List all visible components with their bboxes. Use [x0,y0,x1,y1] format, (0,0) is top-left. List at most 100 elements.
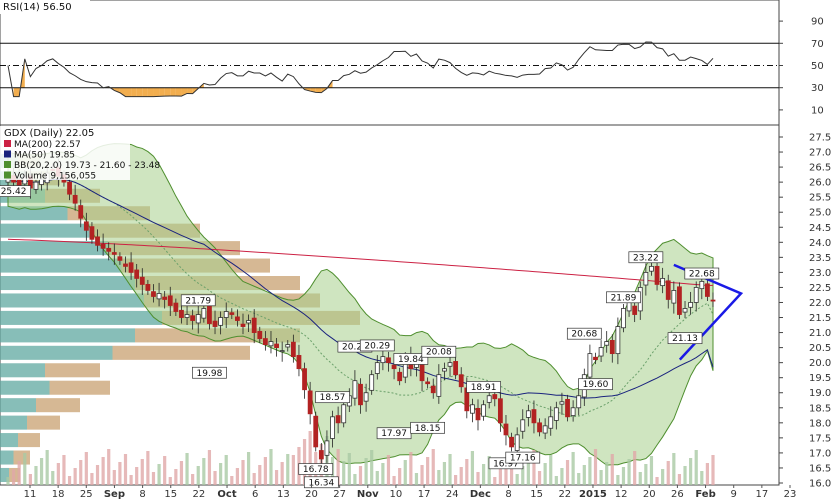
callout-label: 18.15 [415,424,441,434]
volume-by-price-up [0,415,27,430]
volume-bar [347,453,351,485]
volume-by-price-up [0,450,14,465]
volume-bar [274,470,279,485]
volume-by-price-up [0,380,50,395]
candle-body [514,434,520,451]
candle-body [453,361,459,376]
volume-bar [39,458,44,485]
candle-body [229,312,235,315]
volume-bar [426,457,430,485]
rsi-title: RSI(14) 56.50 [3,2,72,13]
volume-bar [107,449,111,485]
candle-body [279,350,285,353]
volume-bar [431,449,435,485]
candle-body [565,398,570,418]
candle-body [212,320,218,327]
volume-bar [112,470,116,485]
volume-bar [140,459,144,485]
callout-label: 17.97 [381,429,407,439]
volume-bar [666,461,670,485]
rsi-fill-segment [175,87,182,97]
candle-body [688,302,694,308]
volume-bar [448,454,452,485]
volume-bar [403,460,407,485]
legend-swatch [4,140,11,147]
callout-box [606,291,641,304]
ma200-line [7,238,714,286]
volume-bar [521,466,525,485]
price-title: GDX (Daily) 22.05 [4,128,94,139]
candle-body [335,415,341,424]
volume-bar [358,466,363,485]
volume-bar [62,455,66,485]
x-tick-label: 20 [305,489,318,500]
volume-bar [649,456,654,485]
volume-bar [627,459,631,485]
candle-body [458,374,464,388]
candle-body [268,341,274,347]
volume-by-price-up [0,276,135,291]
volume-bar [179,461,184,485]
candle-body [542,425,548,434]
price-tick-label: 19.5 [809,373,831,384]
x-tick-label: 24 [446,489,459,500]
volume-by-price-down [27,415,60,430]
volume-by-price-up [0,345,113,360]
candle-body [262,338,268,346]
volume-by-price-up [0,258,122,273]
rsi-fill-segment [119,87,126,97]
rsi-panel: RSI(14) 56.50 90 70 50 30 10 [0,0,824,126]
volume-bar [661,469,665,485]
rsi-fill-segment [114,87,120,93]
candle-body [604,341,610,346]
volume-bar [493,477,497,485]
callout-box [410,421,445,434]
rsi-fill-segment [13,87,20,97]
volume-bar [599,470,603,485]
volume-by-price-down [112,345,250,360]
legend-label: MA(200) 22.57 [14,140,81,150]
volume-bar [465,459,469,485]
legend-label: BB(20,2.0) 19.73 - 21.60 - 23.48 [14,161,160,171]
candle-body [78,205,84,219]
candle-body [699,281,705,290]
candle-body [632,305,638,315]
volume-bar [504,461,508,485]
x-tick-label: 20 [643,489,656,500]
volume-bar [17,461,21,485]
x-tick-label: Oct [217,489,236,500]
volume-bar [515,474,519,485]
candle-body [296,355,302,370]
volume-bar [146,451,150,485]
candle-body [341,404,347,424]
volume-bar [101,457,105,485]
volume-bar [481,464,486,485]
volume-by-price-up [0,328,135,343]
volume-bar [56,463,60,485]
callout-label: 21.89 [611,293,637,303]
volume-bar [526,458,530,485]
candle-body [363,392,369,402]
x-tick-label: 15 [530,489,543,500]
volume-bar [554,476,558,485]
x-tick-label: 26 [671,489,684,500]
candle-body [520,419,526,432]
volume-bar [582,465,586,485]
volume-bar [689,458,693,485]
volume-bar [34,466,38,485]
candle-body [89,226,95,240]
candle-body [475,407,481,421]
volume-bar [437,470,441,485]
candle-body [324,440,330,456]
volume-bar [610,454,614,485]
volume-bar [230,476,234,485]
callout-box [393,353,429,365]
x-tick-label: 18 [52,489,65,500]
volume-by-price-up [0,293,144,308]
legend-swatch [4,161,11,168]
legend-label: Volume 9,156,055 [14,172,96,182]
x-tick-label: 10 [390,489,403,500]
candle-body [430,385,436,394]
x-tick-label: 8 [505,489,511,500]
